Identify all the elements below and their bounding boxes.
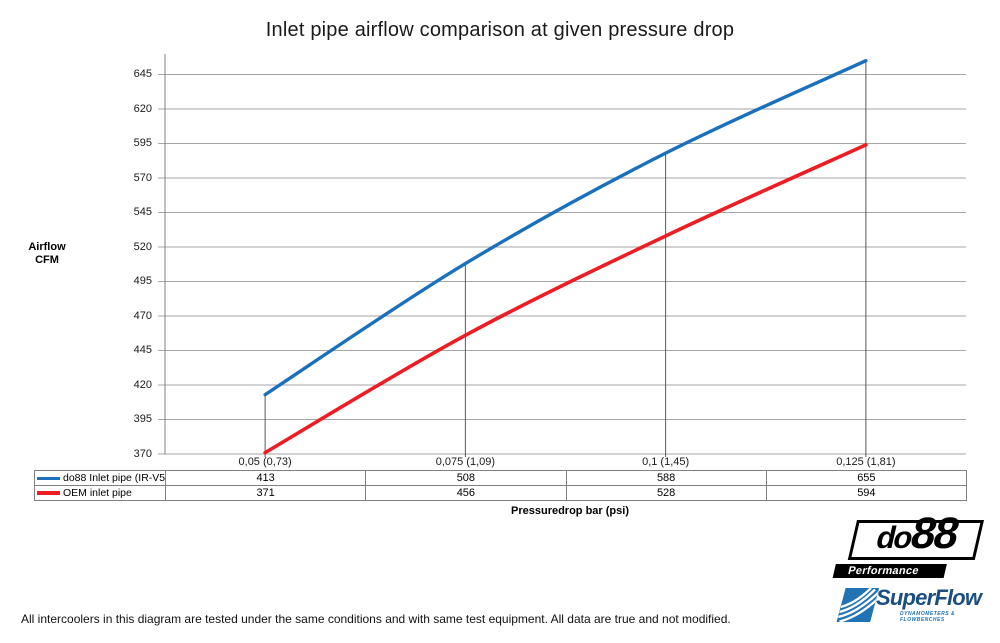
table-value-cell: 528 [566, 486, 767, 501]
do88-performance-banner: Performance [832, 564, 947, 578]
y-tick-label: 520 [133, 240, 152, 253]
y-tick-label: 420 [133, 378, 152, 391]
table-value-cell: 371 [166, 486, 367, 501]
superflow-wave-icon [836, 588, 879, 622]
y-tick-label: 545 [133, 206, 152, 218]
x-axis-title: Pressuredrop bar (psi) [511, 505, 629, 517]
y-axis-title-line1: Airflow [28, 241, 66, 253]
y-tick-label: 395 [133, 413, 152, 425]
x-category-label: 0,125 (1,81) [836, 456, 896, 468]
y-tick-label: 595 [133, 137, 152, 149]
table-value-cell: 413 [166, 471, 367, 486]
table-value-cell: 594 [766, 486, 967, 501]
x-category-label: 0,05 (0,73) [238, 456, 292, 468]
y-tick-label: 495 [133, 275, 152, 287]
y-tick-label: 470 [133, 309, 152, 322]
legend-series-name: do88 Inlet pipe (IR-V50) [63, 472, 166, 484]
y-tick-label: 620 [133, 102, 152, 115]
legend-series-name: OEM inlet pipe [63, 487, 132, 499]
y-axis-title-line2: CFM [35, 254, 59, 266]
x-category-label: 0,1 (1,45) [642, 456, 690, 468]
superflow-logo-tagline: DYNAMOMETERS & FLOWBENCHES [900, 611, 956, 623]
table-value-cell: 588 [566, 471, 767, 486]
x-category-label: 0,075 (1,09) [435, 456, 496, 468]
superflow-logo: SuperFlow DYNAMOMETERS & FLOWBENCHES [836, 585, 992, 626]
y-tick-label: 570 [133, 171, 152, 184]
series-line-do88 [263, 59, 868, 397]
superflow-logo-text: SuperFlow [876, 585, 982, 610]
legend-cell-oem: OEM inlet pipe [35, 486, 166, 501]
table-value-cell: 508 [366, 471, 567, 486]
table-value-cell: 456 [366, 486, 567, 501]
y-tick-label: 445 [133, 344, 152, 356]
chart-title: Inlet pipe airflow comparison at given p… [265, 19, 735, 41]
y-tick-label: 370 [133, 447, 152, 460]
do88-logo: do88 Performance [832, 509, 989, 580]
data-table: do88 Inlet pipe (IR-V50) 413 508 588 655 OEM … [34, 470, 967, 501]
footer-disclaimer: All intercoolers in this diagram are tes… [21, 612, 731, 626]
legend-line-swatch [37, 491, 60, 495]
table-value-cell: 655 [766, 471, 967, 486]
legend-cell-do88: do88 Inlet pipe (IR-V50) [35, 471, 166, 486]
y-axis-title: Airflow CFM [14, 241, 80, 267]
y-tick-label: 645 [133, 68, 152, 80]
series-line-oem [263, 143, 868, 455]
do88-logo-text: do88 [872, 509, 963, 558]
do88-logo-box: do88 [847, 509, 984, 560]
plot-area [158, 54, 966, 457]
legend-line-swatch [37, 476, 60, 480]
